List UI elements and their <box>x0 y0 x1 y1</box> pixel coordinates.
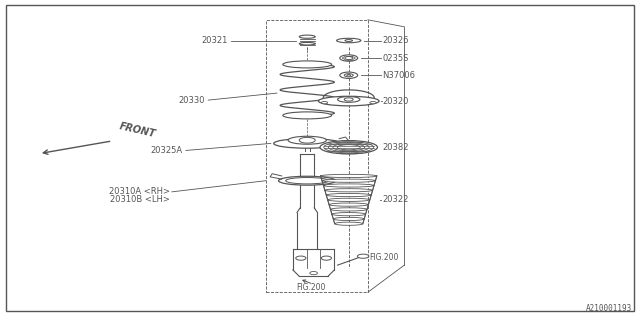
Text: FIG.200: FIG.200 <box>296 283 325 292</box>
Ellipse shape <box>310 271 317 275</box>
Ellipse shape <box>296 256 306 260</box>
Ellipse shape <box>285 178 329 184</box>
Text: 20310B <LH>: 20310B <LH> <box>110 195 170 204</box>
Ellipse shape <box>319 96 379 106</box>
Ellipse shape <box>300 43 316 45</box>
Ellipse shape <box>278 176 336 185</box>
Text: FIG.200: FIG.200 <box>369 253 399 262</box>
Text: 20320: 20320 <box>383 97 409 106</box>
Ellipse shape <box>337 145 360 150</box>
Text: 0235S: 0235S <box>383 53 409 62</box>
Text: FRONT: FRONT <box>119 121 157 139</box>
Bar <box>266 20 368 292</box>
Ellipse shape <box>337 38 361 43</box>
Ellipse shape <box>283 61 332 68</box>
Ellipse shape <box>274 139 340 148</box>
Ellipse shape <box>320 140 378 154</box>
Text: 20322: 20322 <box>383 195 409 204</box>
Ellipse shape <box>370 101 376 104</box>
Ellipse shape <box>335 222 363 225</box>
Ellipse shape <box>332 212 365 216</box>
Ellipse shape <box>347 75 351 76</box>
Text: 20321: 20321 <box>201 36 227 45</box>
Ellipse shape <box>340 55 358 61</box>
Ellipse shape <box>323 184 374 187</box>
Ellipse shape <box>321 101 328 104</box>
Text: A210001193: A210001193 <box>586 304 632 313</box>
Ellipse shape <box>345 40 353 42</box>
Ellipse shape <box>321 256 332 260</box>
Ellipse shape <box>283 112 332 119</box>
Text: 20382: 20382 <box>383 143 409 152</box>
Ellipse shape <box>345 56 353 60</box>
Ellipse shape <box>326 194 371 197</box>
Ellipse shape <box>300 137 316 143</box>
Ellipse shape <box>344 74 353 77</box>
Ellipse shape <box>330 208 367 211</box>
Text: 20310A <RH>: 20310A <RH> <box>109 188 170 196</box>
Text: N37006: N37006 <box>383 71 415 80</box>
Ellipse shape <box>357 254 369 258</box>
Ellipse shape <box>321 174 377 178</box>
Ellipse shape <box>300 35 316 38</box>
Text: 20325A: 20325A <box>150 146 182 155</box>
Ellipse shape <box>328 198 370 201</box>
Ellipse shape <box>329 203 369 206</box>
Ellipse shape <box>325 189 372 192</box>
Ellipse shape <box>337 97 360 102</box>
Ellipse shape <box>324 142 374 153</box>
Ellipse shape <box>288 136 326 144</box>
Text: 20330: 20330 <box>179 96 205 105</box>
Ellipse shape <box>322 179 376 182</box>
Text: 20326: 20326 <box>383 36 409 45</box>
Ellipse shape <box>333 217 364 220</box>
Ellipse shape <box>333 144 365 151</box>
Ellipse shape <box>344 98 353 101</box>
Ellipse shape <box>340 72 358 78</box>
Ellipse shape <box>328 143 369 152</box>
